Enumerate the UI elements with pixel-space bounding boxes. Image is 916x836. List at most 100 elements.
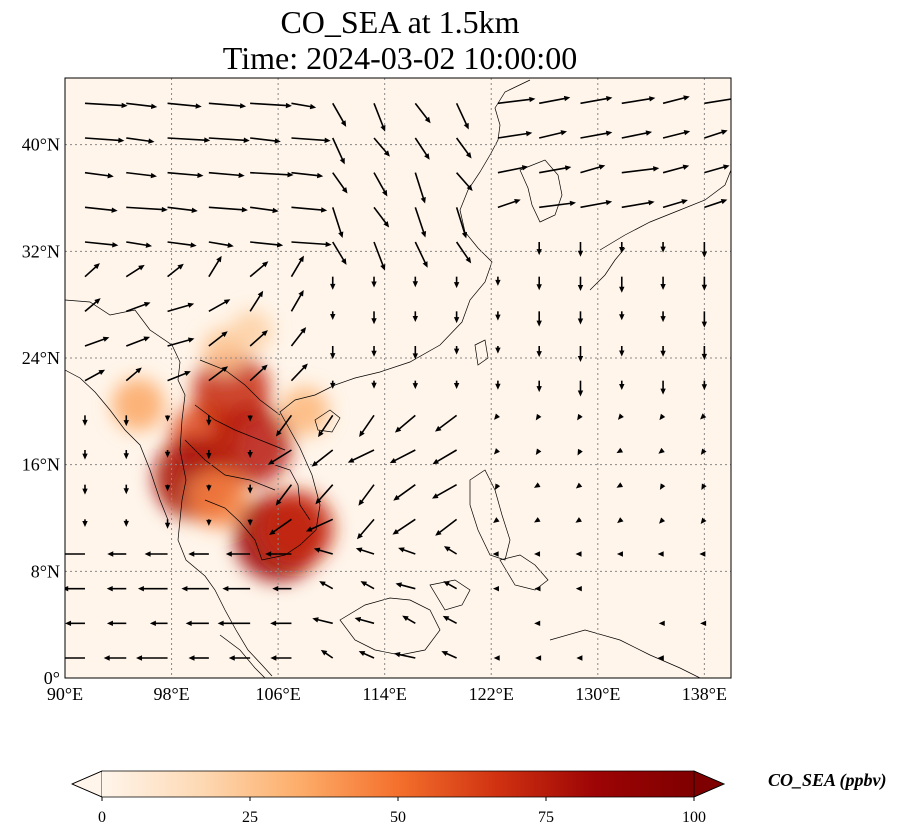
wind-arrow-114 bbox=[494, 413, 500, 420]
wind-arrow-23 bbox=[442, 615, 457, 625]
wind-arrow-42 bbox=[144, 551, 168, 557]
wind-arrow-1 bbox=[103, 655, 127, 661]
lon-tick-label: 130°E bbox=[575, 684, 620, 704]
wind-arrow-249 bbox=[167, 102, 202, 109]
wind-arrow-18 bbox=[217, 620, 251, 627]
latitude-ticks: 0° 8°N 16°N 24°N 32°N 40°N bbox=[22, 135, 60, 688]
wind-arrow-96 bbox=[389, 449, 416, 464]
wind-arrow-34 bbox=[360, 581, 375, 590]
wind-arrow-19 bbox=[270, 620, 292, 627]
wind-arrow-248 bbox=[126, 102, 158, 109]
colorbar-tick-label: 0 bbox=[98, 809, 106, 826]
wind-arrow-250 bbox=[208, 102, 247, 109]
wind-arrow-231 bbox=[84, 137, 125, 144]
wind-arrow-224 bbox=[456, 172, 473, 191]
wind-arrow-219 bbox=[250, 171, 294, 178]
wind-arrow-75 bbox=[206, 484, 212, 492]
wind-arrow-177 bbox=[453, 276, 460, 289]
wind-arrow-233 bbox=[167, 137, 211, 143]
wind-arrow-158 bbox=[330, 311, 336, 321]
colorbar-extend-max bbox=[693, 770, 726, 798]
wind-arrow-104 bbox=[82, 415, 88, 426]
wind-arrow-76 bbox=[247, 484, 253, 494]
lat-tick-label: 32°N bbox=[22, 241, 60, 261]
wind-arrow-204 bbox=[291, 206, 328, 213]
wind-arrow-71 bbox=[700, 517, 707, 525]
colorbar-tick-label: 50 bbox=[390, 809, 406, 826]
wind-arrow-138 bbox=[167, 337, 195, 347]
wind-arrow-82 bbox=[494, 483, 501, 491]
wind-arrow-239 bbox=[414, 137, 430, 160]
wind-arrow-153 bbox=[125, 301, 151, 313]
wind-arrow-212 bbox=[621, 200, 655, 209]
wind-arrow-53 bbox=[616, 551, 623, 557]
wind-arrow-160 bbox=[412, 311, 419, 322]
wind-arrow-225 bbox=[497, 165, 529, 174]
wind-arrow-162 bbox=[495, 311, 501, 321]
wind-arrow-148 bbox=[577, 346, 584, 363]
wind-arrow-25 bbox=[658, 620, 665, 627]
wind-arrow-166 bbox=[660, 311, 666, 323]
wind-arrow-208 bbox=[455, 207, 468, 239]
wind-arrow-88 bbox=[82, 450, 88, 460]
wind-arrow-170 bbox=[167, 263, 184, 278]
wind-arrow-6 bbox=[320, 649, 334, 659]
wind-arrow-87 bbox=[701, 483, 707, 491]
wind-arrow-31 bbox=[222, 585, 251, 592]
wind-arrow-64 bbox=[392, 518, 416, 535]
wind-arrow-134 bbox=[660, 380, 666, 395]
wind-arrow-150 bbox=[660, 346, 666, 357]
wind-arrow-12 bbox=[576, 655, 583, 661]
wind-arrow-260 bbox=[621, 96, 656, 105]
wind-arrow-175 bbox=[371, 276, 377, 288]
wind-arrow-191 bbox=[373, 241, 386, 271]
wind-arrow-33 bbox=[319, 581, 334, 590]
wind-arrow-159 bbox=[371, 311, 377, 325]
wind-arrow-167 bbox=[701, 311, 708, 328]
wind-arrow-106 bbox=[164, 415, 171, 422]
wind-arrow-146 bbox=[495, 346, 501, 354]
wind-arrow-38 bbox=[534, 585, 541, 592]
wind-arrow-98 bbox=[493, 448, 500, 455]
wind-arrow-77 bbox=[275, 484, 293, 506]
wind-arrow-26 bbox=[700, 620, 707, 627]
lon-tick-label: 98°E bbox=[153, 684, 189, 704]
wind-arrow-145 bbox=[453, 346, 460, 355]
wind-arrow-67 bbox=[534, 517, 541, 523]
wind-arrow-91 bbox=[206, 450, 212, 460]
wind-arrow-163 bbox=[536, 311, 542, 327]
wind-arrow-21 bbox=[354, 616, 375, 625]
wind-arrow-44 bbox=[225, 551, 251, 557]
wind-arrow-222 bbox=[373, 172, 388, 197]
wind-arrow-13 bbox=[657, 655, 664, 661]
wind-arrow-45 bbox=[265, 551, 292, 557]
wind-arrow-205 bbox=[331, 207, 344, 239]
map-subtitle-time: Time: 2024-03-02 10:00:00 bbox=[222, 40, 578, 76]
wind-arrow-246 bbox=[704, 129, 728, 139]
wind-arrow-109 bbox=[275, 414, 293, 437]
wind-arrow-90 bbox=[164, 450, 171, 458]
wind-arrow-217 bbox=[167, 171, 204, 178]
wind-arrow-173 bbox=[290, 255, 304, 278]
wind-arrow-176 bbox=[412, 276, 419, 288]
wind-arrow-11 bbox=[535, 655, 542, 661]
lon-tick-label: 122°E bbox=[469, 684, 514, 704]
wind-arrow-241 bbox=[497, 130, 533, 139]
wind-arrow-244 bbox=[621, 130, 653, 139]
wind-arrow-135 bbox=[701, 380, 708, 391]
wind-arrow-235 bbox=[250, 137, 281, 144]
wind-arrow-230 bbox=[704, 164, 730, 174]
wind-arrow-32 bbox=[272, 585, 292, 592]
wind-arrow-195 bbox=[577, 242, 584, 257]
wind-arrow-143 bbox=[371, 346, 377, 357]
wind-arrow-4 bbox=[228, 655, 251, 661]
wind-arrow-131 bbox=[536, 380, 542, 393]
wind-arrow-7 bbox=[358, 651, 375, 659]
wind-arrow-187 bbox=[208, 241, 234, 248]
wind-arrow-37 bbox=[492, 585, 499, 592]
wind-arrow-189 bbox=[291, 241, 332, 247]
wind-arrow-46 bbox=[313, 547, 333, 555]
wind-arrow-124 bbox=[249, 364, 268, 382]
wind-vectors bbox=[65, 95, 731, 661]
wind-arrow-149 bbox=[619, 346, 625, 357]
